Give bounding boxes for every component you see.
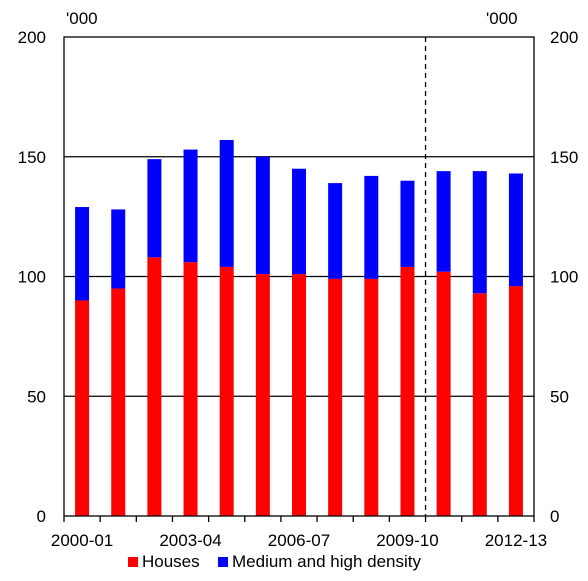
bar-2009-10-houses <box>400 266 415 516</box>
x-tick-label-2009-10: 2009-10 <box>376 531 438 550</box>
y-axis-right: 0 50 100 150 200 <box>550 28 578 526</box>
y-tick-label-right-150: 150 <box>550 148 578 167</box>
bar-2002-03-medium-high-density <box>147 159 162 258</box>
x-tick-label-2000-01: 2000-01 <box>51 531 113 550</box>
bar-2005-06-medium-high-density <box>255 156 270 275</box>
bar-2004-05-medium-high-density <box>219 139 234 267</box>
bar-2005-06-houses <box>255 274 270 516</box>
y-axis-left: 0 50 100 150 200 <box>18 28 46 526</box>
bar-2007-08-houses <box>328 278 343 516</box>
y-tick-label-left-50: 50 <box>27 387 46 406</box>
plot-frame <box>63 36 535 517</box>
bar-2003-04-houses <box>183 262 198 516</box>
y-tick-label-right-0: 0 <box>550 507 559 526</box>
bar-2010-11-medium-high-density <box>436 171 451 272</box>
bar-2004-05-houses <box>219 266 234 516</box>
legend-label-houses: Houses <box>142 552 200 571</box>
bar-2009-10-medium-high-density <box>400 180 415 267</box>
bar-2006-07-medium-high-density <box>292 168 306 275</box>
bar-2008-09-houses <box>364 278 379 516</box>
bar-2003-04-medium-high-density <box>183 149 198 263</box>
x-tick-label-2003-04: 2003-04 <box>159 531 221 550</box>
bar-2007-08-medium-high-density <box>328 183 343 279</box>
legend-label-medium-high-density: Medium and high density <box>232 552 422 571</box>
y-tick-label-right-200: 200 <box>550 28 578 47</box>
bar-2012-13-houses <box>508 286 523 516</box>
left-unit-label: '000 <box>66 9 98 28</box>
x-axis: 2000-01 2003-04 2006-07 2009-10 2012-13 <box>51 516 547 550</box>
plot-border <box>63 36 535 517</box>
legend-swatch-houses <box>128 557 138 567</box>
bar-2008-09-medium-high-density <box>364 175 379 279</box>
bars <box>75 37 523 516</box>
bar-2001-02-houses <box>111 288 126 516</box>
y-tick-label-left-150: 150 <box>18 148 46 167</box>
bar-2011-12-houses <box>472 293 487 516</box>
bar-2010-11-houses <box>436 271 451 516</box>
y-tick-label-left-100: 100 <box>18 268 46 287</box>
legend: Houses Medium and high density <box>128 552 422 571</box>
x-tick-label-2006-07: 2006-07 <box>268 531 330 550</box>
bar-2006-07-houses <box>292 274 306 516</box>
y-tick-label-right-50: 50 <box>550 387 569 406</box>
bar-2000-01-medium-high-density <box>75 207 90 301</box>
legend-swatch-medium-high-density <box>218 557 228 567</box>
bar-2001-02-medium-high-density <box>111 209 126 289</box>
bar-2011-12-medium-high-density <box>472 171 487 294</box>
bar-2012-13-medium-high-density <box>508 173 523 287</box>
x-tick-label-2012-13: 2012-13 <box>485 531 547 550</box>
y-tick-label-right-100: 100 <box>550 268 578 287</box>
y-tick-label-left-0: 0 <box>37 507 46 526</box>
right-unit-label: '000 <box>486 9 518 28</box>
bar-2002-03-houses <box>147 257 162 516</box>
y-tick-label-left-200: 200 <box>18 28 46 47</box>
bar-2000-01-houses <box>75 300 90 516</box>
